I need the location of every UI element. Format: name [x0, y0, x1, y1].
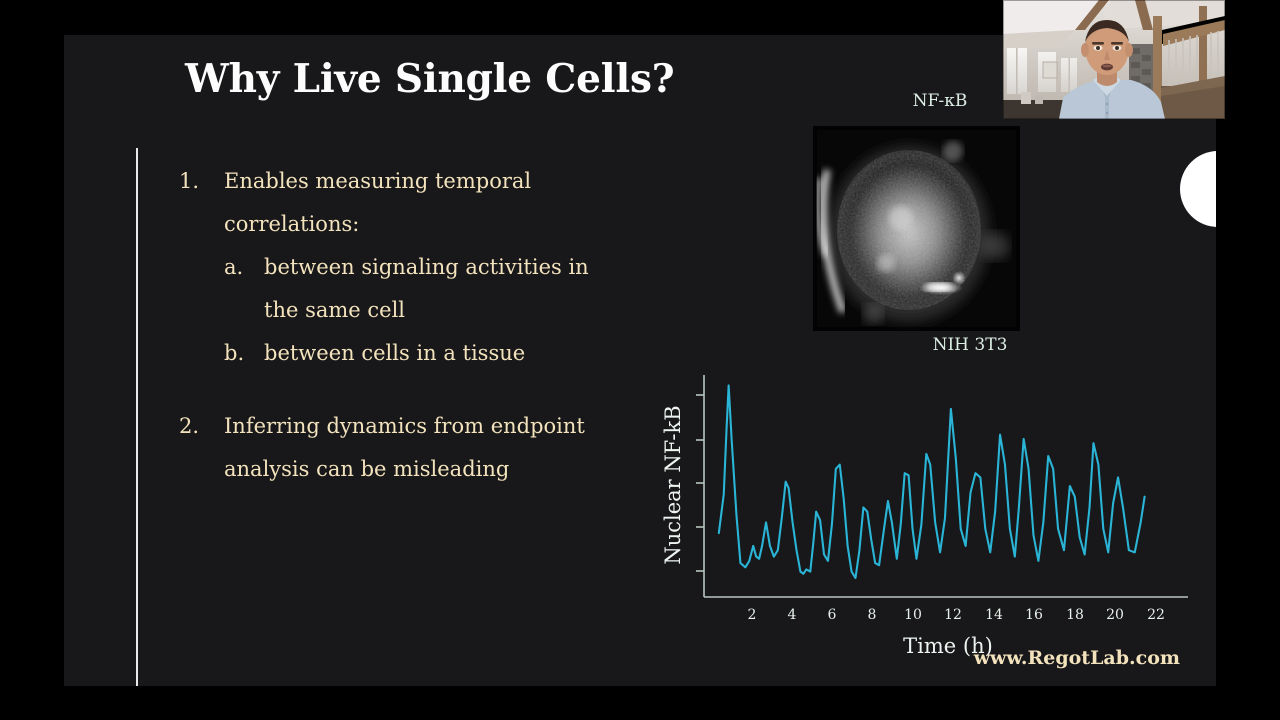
presentation-slide: Why Live Single Cells? 1. Enables measur… [64, 35, 1216, 686]
chart-data-series [717, 384, 1146, 580]
svg-text:18: 18 [1066, 607, 1084, 623]
svg-text:12: 12 [944, 607, 962, 623]
white-circle-decoration [1180, 151, 1216, 227]
list-item-label: between cells in a tissue [264, 341, 526, 365]
vertical-divider [136, 148, 138, 686]
page-title: Why Live Single Cells? [185, 56, 675, 102]
svg-text:22: 22 [1147, 607, 1165, 623]
nfkb-micrograph-image [813, 126, 1020, 331]
chart-y-axis-title: Nuclear NF-kB [661, 405, 685, 564]
list-item-label: between signaling activities in the same… [264, 255, 589, 322]
micrograph-top-label: NF-κB [912, 91, 968, 111]
presenter-webcam-thumbnail[interactable] [1003, 0, 1225, 119]
svg-text:2: 2 [748, 607, 757, 623]
list-item-marker: a. [224, 255, 244, 279]
list-spacer [179, 375, 609, 405]
list-item: 2. Inferring dynamics from endpoint anal… [179, 405, 609, 491]
bullet-list: 1. Enables measuring temporal correlatio… [179, 160, 609, 491]
list-item-marker: 1. [179, 169, 200, 193]
svg-text:10: 10 [904, 607, 922, 623]
svg-text:20: 20 [1106, 607, 1124, 623]
svg-text:14: 14 [985, 607, 1003, 623]
footer-website-url[interactable]: www.RegotLab.com [973, 647, 1180, 669]
micrograph-bottom-label: NIH 3T3 [932, 335, 1008, 355]
list-item-marker: 2. [179, 414, 200, 438]
nfkb-timecourse-chart: 2 4 6 8 10 12 14 16 18 20 22 Time (h) Nu… [600, 365, 1200, 665]
svg-text:6: 6 [828, 607, 837, 623]
list-item-label: Inferring dynamics from endpoint analysi… [224, 414, 585, 481]
list-item-label: Enables measuring temporal correlations: [224, 169, 532, 236]
list-item-marker: b. [224, 341, 245, 365]
list-item: 1. Enables measuring temporal correlatio… [179, 160, 609, 246]
list-item: b. between cells in a tissue [224, 332, 609, 375]
svg-text:8: 8 [868, 607, 877, 623]
list-item: a. between signaling activities in the s… [224, 246, 609, 332]
chart-x-axis-title: Time (h) [903, 634, 993, 658]
svg-text:16: 16 [1025, 607, 1043, 623]
svg-text:4: 4 [788, 607, 797, 623]
chart-x-tick-labels: 2 4 6 8 10 12 14 16 18 20 22 [748, 607, 1165, 623]
